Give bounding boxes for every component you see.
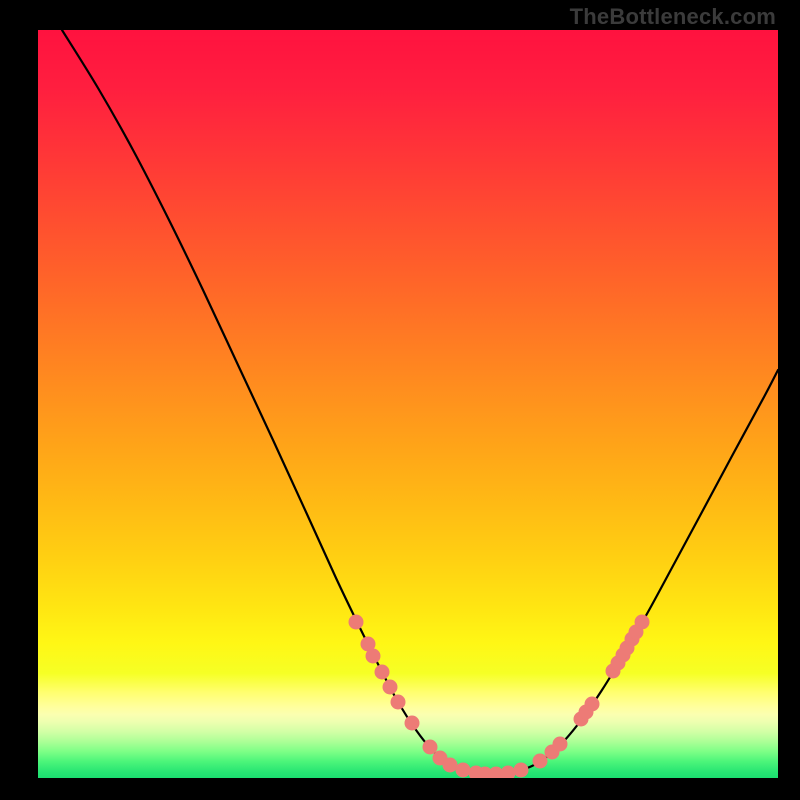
marker-dot bbox=[635, 615, 650, 630]
marker-dot bbox=[405, 716, 420, 731]
markers-group bbox=[349, 615, 650, 779]
bottleneck-curve bbox=[62, 30, 778, 774]
marker-dot bbox=[349, 615, 364, 630]
marker-dot bbox=[501, 766, 516, 779]
marker-dot bbox=[553, 737, 568, 752]
marker-dot bbox=[383, 680, 398, 695]
chart-root: TheBottleneck.com bbox=[0, 0, 800, 800]
marker-dot bbox=[391, 695, 406, 710]
marker-dot bbox=[443, 758, 458, 773]
curve-svg bbox=[38, 30, 778, 778]
plot-area bbox=[38, 30, 778, 778]
marker-dot bbox=[456, 763, 471, 778]
marker-dot bbox=[585, 697, 600, 712]
watermark-text: TheBottleneck.com bbox=[570, 4, 776, 30]
marker-dot bbox=[366, 649, 381, 664]
marker-dot bbox=[514, 763, 529, 778]
marker-dot bbox=[375, 665, 390, 680]
marker-dot bbox=[533, 754, 548, 769]
